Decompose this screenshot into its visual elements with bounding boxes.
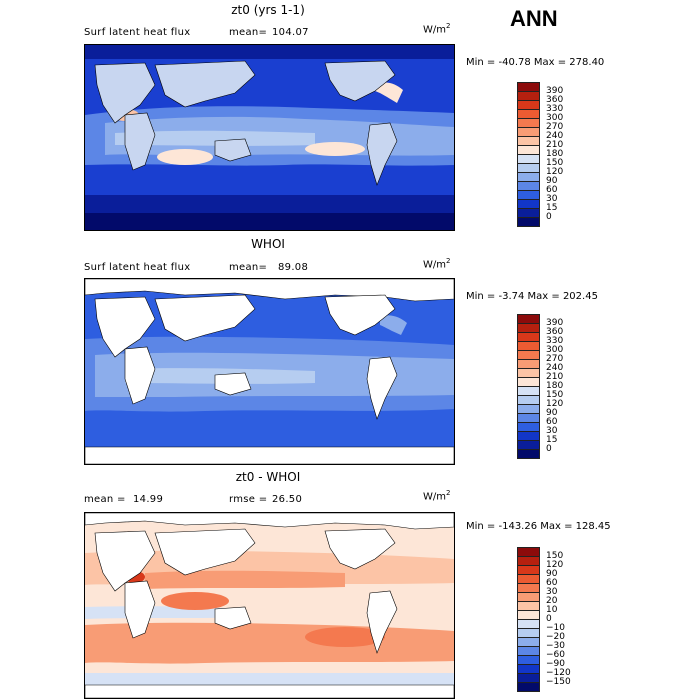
panel2-colorbar-tick-label: 300 [546, 345, 564, 355]
panel2-colorbar: 390 360 330 300 270 240 210 180 150 120 90 60 30 15 0 [517, 314, 563, 459]
panel2-colorbar-tick-label: 360 [546, 327, 564, 337]
panel1-map-svg [85, 45, 454, 230]
panel1-colorbar-tick-label: 240 [546, 131, 564, 141]
panel3-map-svg [85, 513, 454, 698]
panel3-colorbar-tick-label: 10 [546, 605, 558, 615]
panel3-colorbar-tick-label: −150 [546, 677, 571, 687]
panel2-colorbar-swatch [517, 449, 540, 459]
panel1-tropics-pale [115, 130, 315, 146]
panel1-colorbar-tick-label: 0 [546, 212, 552, 222]
panel3-rmse-label: rmse = [229, 494, 268, 505]
panel2-gulf-stream [380, 315, 407, 335]
panel1-colorbar-tick-label: 330 [546, 104, 564, 114]
panel3-colorbar-tick-label: −120 [546, 668, 571, 678]
panel3-title: zt0 - WHOI [235, 470, 301, 484]
panel2-mean-label: mean= [229, 262, 268, 273]
panel3-colorbar-tick-label: −60 [546, 650, 565, 660]
panel2-title: WHOI [251, 237, 285, 251]
panel1-mean-label: mean= [229, 27, 268, 38]
panel2-colorbar-tick-label: 90 [546, 408, 558, 418]
panel3-colorbar-tick-label: 120 [546, 560, 564, 570]
panel1-continents [94, 60, 398, 186]
panel1-minmax: Min = -40.78 Max = 278.40 [466, 57, 605, 68]
panel2-colorbar-tick-label: 210 [546, 372, 564, 382]
panel1-variable-label: Surf latent heat flux [84, 27, 191, 38]
panel3-colorbar-swatch [517, 682, 540, 692]
panel2-colorbar-tick-label: 180 [546, 381, 564, 391]
panel2-continents [85, 279, 454, 464]
panel1-colorbar-tick-label: 15 [546, 203, 558, 213]
panel3-colorbar-tick-label: −90 [546, 659, 565, 669]
panel3-colorbar-tick-label: −10 [546, 623, 565, 633]
panel2-colorbar-tick-label: 150 [546, 390, 564, 400]
panel3-rmse-value: 26.50 [272, 494, 303, 505]
panel1-arctic-band [85, 45, 454, 59]
panel1-antarctic-band [85, 213, 454, 230]
panel2-colorbar-tick-label: 270 [546, 354, 564, 364]
panel3-units: W/m2 [423, 489, 451, 503]
panel1-units: W/m2 [423, 22, 451, 36]
panel1-colorbar-tick-label: 60 [546, 185, 558, 195]
panel1-map [84, 44, 455, 231]
panel2-colorbar-tick-label: 15 [546, 435, 558, 445]
panel3-colorbar-tick-label: 60 [546, 578, 558, 588]
panel1-indian-ocean-max [157, 149, 213, 165]
season-label: ANN [510, 6, 558, 31]
panel1-colorbar-tick-label: 150 [546, 158, 564, 168]
panel2-mean-value: 89.08 [278, 262, 309, 273]
panel1-gulf-stream [375, 82, 403, 103]
panel3-north-pacific [145, 570, 345, 589]
panel3-indian-ocean-max [161, 592, 229, 610]
panel1-colorbar-swatch [517, 217, 540, 227]
panel3-mean-label: mean = [84, 494, 126, 505]
panel3-colorbar-tick-label: −30 [546, 641, 565, 651]
panel3-continents [85, 513, 454, 698]
panel2-colorbar-tick-label: 120 [546, 399, 564, 409]
panel1-colorbar-tick-label: 30 [546, 194, 558, 204]
panel3-map [84, 512, 455, 699]
panel2-map [84, 278, 455, 465]
panel1-colorbar-tick-label: 210 [546, 140, 564, 150]
panel2-map-svg [85, 279, 454, 464]
panel2-units: W/m2 [423, 257, 451, 271]
panel1-colorbar-tick-label: 300 [546, 113, 564, 123]
panel3-colorbar-tick-label: 0 [546, 614, 552, 624]
panel3-south-pacific-max [305, 627, 385, 647]
panel3-minmax: Min = -143.26 Max = 128.45 [466, 521, 611, 532]
panel2-colorbar-tick-label: 390 [546, 318, 564, 328]
panel1-mean-value: 104.07 [272, 27, 309, 38]
panel3-colorbar-tick-label: 150 [546, 551, 564, 561]
panel2-minmax: Min = -3.74 Max = 202.45 [466, 291, 598, 302]
panel1-colorbar-tick-label: 120 [546, 167, 564, 177]
panel3-colorbar-tick-label: 20 [546, 596, 558, 606]
panel2-colorbar-tick-label: 330 [546, 336, 564, 346]
panel2-colorbar-tick-label: 60 [546, 417, 558, 427]
panel1-colorbar: 390 360 330 300 270 240 210 180 150 120 90 60 30 15 0 [517, 82, 563, 227]
panel3-colorbar-tick-label: −20 [546, 632, 565, 642]
panel2-variable-label: Surf latent heat flux [84, 262, 191, 273]
panel2-colorbar-tick-label: 30 [546, 426, 558, 436]
panel3-colorbar-tick-label: 90 [546, 569, 558, 579]
panel1-colorbar-tick-label: 90 [546, 176, 558, 186]
panel1-title: zt0 (yrs 1-1) [231, 3, 305, 17]
panel3-colorbar-tick-label: 30 [546, 587, 558, 597]
panel3-mean-value: 14.99 [133, 494, 164, 505]
panel1-colorbar-tick-label: 390 [546, 86, 564, 96]
panel1-colorbar-tick-label: 180 [546, 149, 564, 159]
panel2-colorbar-tick-label: 240 [546, 363, 564, 373]
panel2-colorbar-tick-label: 0 [546, 444, 552, 454]
panel3-colorbar: 150 120 90 60 30 20 10 0 −10 −20 −30 −60 −90 −120 −150 [517, 547, 571, 692]
panel1-colorbar-tick-label: 270 [546, 122, 564, 132]
panel1-colorbar-tick-label: 360 [546, 95, 564, 105]
panel1-pacific-max [305, 142, 365, 156]
